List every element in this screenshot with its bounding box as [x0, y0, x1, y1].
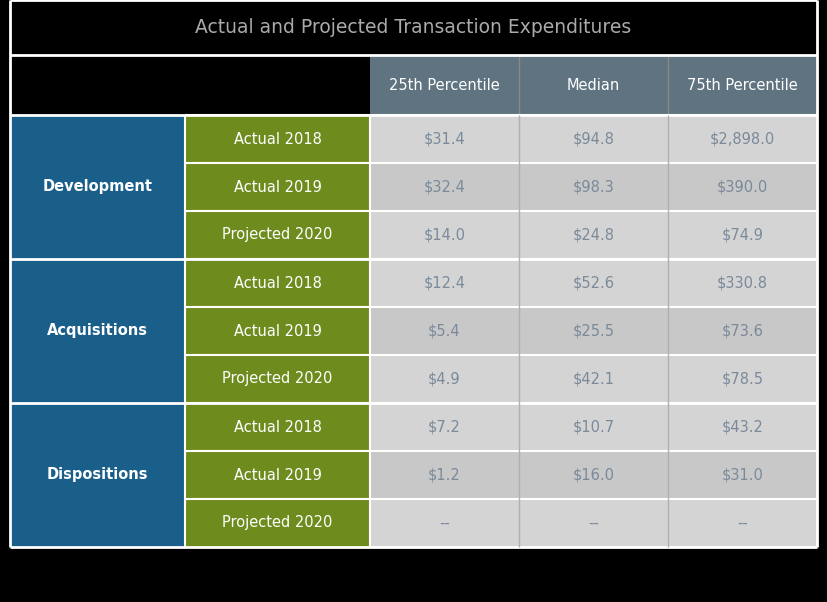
Bar: [10, 0, 817, 55]
Bar: [370, 499, 519, 547]
Bar: [10, 259, 185, 403]
Text: $25.5: $25.5: [572, 323, 614, 338]
Bar: [185, 259, 370, 307]
Text: $4.9: $4.9: [428, 371, 461, 386]
Bar: [370, 163, 519, 211]
Text: $94.8: $94.8: [572, 131, 614, 146]
Text: $73.6: $73.6: [722, 323, 763, 338]
Text: 75th Percentile: 75th Percentile: [687, 78, 798, 93]
Text: Actual 2019: Actual 2019: [233, 323, 322, 338]
Bar: [668, 403, 817, 451]
Text: Median: Median: [566, 78, 620, 93]
Bar: [668, 163, 817, 211]
Bar: [370, 211, 519, 259]
Bar: [185, 307, 370, 355]
Bar: [10, 403, 185, 547]
Text: $42.1: $42.1: [572, 371, 614, 386]
Text: $10.7: $10.7: [572, 420, 614, 435]
Bar: [668, 259, 817, 307]
Text: $330.8: $330.8: [717, 276, 768, 291]
Text: --: --: [439, 515, 450, 530]
Bar: [519, 499, 668, 547]
Text: --: --: [737, 515, 748, 530]
Bar: [370, 115, 519, 163]
Text: $31.0: $31.0: [722, 468, 763, 482]
Bar: [185, 451, 370, 499]
Text: Projected 2020: Projected 2020: [222, 515, 332, 530]
Text: $52.6: $52.6: [572, 276, 614, 291]
Text: Actual 2018: Actual 2018: [233, 276, 322, 291]
Bar: [185, 211, 370, 259]
Text: Projected 2020: Projected 2020: [222, 371, 332, 386]
Text: $78.5: $78.5: [721, 371, 763, 386]
Bar: [185, 115, 370, 163]
Bar: [519, 115, 668, 163]
Text: $2,898.0: $2,898.0: [710, 131, 775, 146]
Text: $5.4: $5.4: [428, 323, 461, 338]
Text: Actual 2019: Actual 2019: [233, 468, 322, 482]
Bar: [370, 403, 519, 451]
Text: $98.3: $98.3: [572, 179, 614, 194]
Text: $24.8: $24.8: [572, 228, 614, 243]
Bar: [519, 259, 668, 307]
Bar: [10, 55, 370, 115]
Text: $7.2: $7.2: [428, 420, 461, 435]
Bar: [519, 307, 668, 355]
Text: $390.0: $390.0: [717, 179, 768, 194]
Text: $74.9: $74.9: [721, 228, 763, 243]
Bar: [185, 355, 370, 403]
Text: $16.0: $16.0: [572, 468, 614, 482]
Text: $14.0: $14.0: [423, 228, 466, 243]
Bar: [519, 211, 668, 259]
Bar: [519, 451, 668, 499]
Bar: [10, 115, 185, 259]
Text: Actual 2019: Actual 2019: [233, 179, 322, 194]
Text: $12.4: $12.4: [423, 276, 466, 291]
Text: $43.2: $43.2: [722, 420, 763, 435]
Bar: [668, 307, 817, 355]
Bar: [185, 163, 370, 211]
Text: Development: Development: [42, 179, 152, 194]
Bar: [185, 403, 370, 451]
Text: $31.4: $31.4: [423, 131, 466, 146]
Text: Actual and Projected Transaction Expenditures: Actual and Projected Transaction Expendi…: [195, 18, 632, 37]
Bar: [668, 115, 817, 163]
Text: Projected 2020: Projected 2020: [222, 228, 332, 243]
Text: Actual 2018: Actual 2018: [233, 420, 322, 435]
Text: Acquisitions: Acquisitions: [47, 323, 148, 338]
Bar: [519, 355, 668, 403]
Bar: [668, 451, 817, 499]
Bar: [370, 55, 817, 115]
Bar: [370, 307, 519, 355]
Bar: [668, 211, 817, 259]
Text: $32.4: $32.4: [423, 179, 466, 194]
Text: --: --: [588, 515, 599, 530]
Text: Dispositions: Dispositions: [47, 468, 148, 482]
Bar: [370, 355, 519, 403]
Bar: [370, 259, 519, 307]
Bar: [668, 499, 817, 547]
Bar: [519, 163, 668, 211]
Bar: [519, 403, 668, 451]
Text: 25th Percentile: 25th Percentile: [390, 78, 500, 93]
Bar: [370, 451, 519, 499]
Bar: [668, 355, 817, 403]
Bar: [185, 499, 370, 547]
Text: Actual 2018: Actual 2018: [233, 131, 322, 146]
Text: $1.2: $1.2: [428, 468, 461, 482]
